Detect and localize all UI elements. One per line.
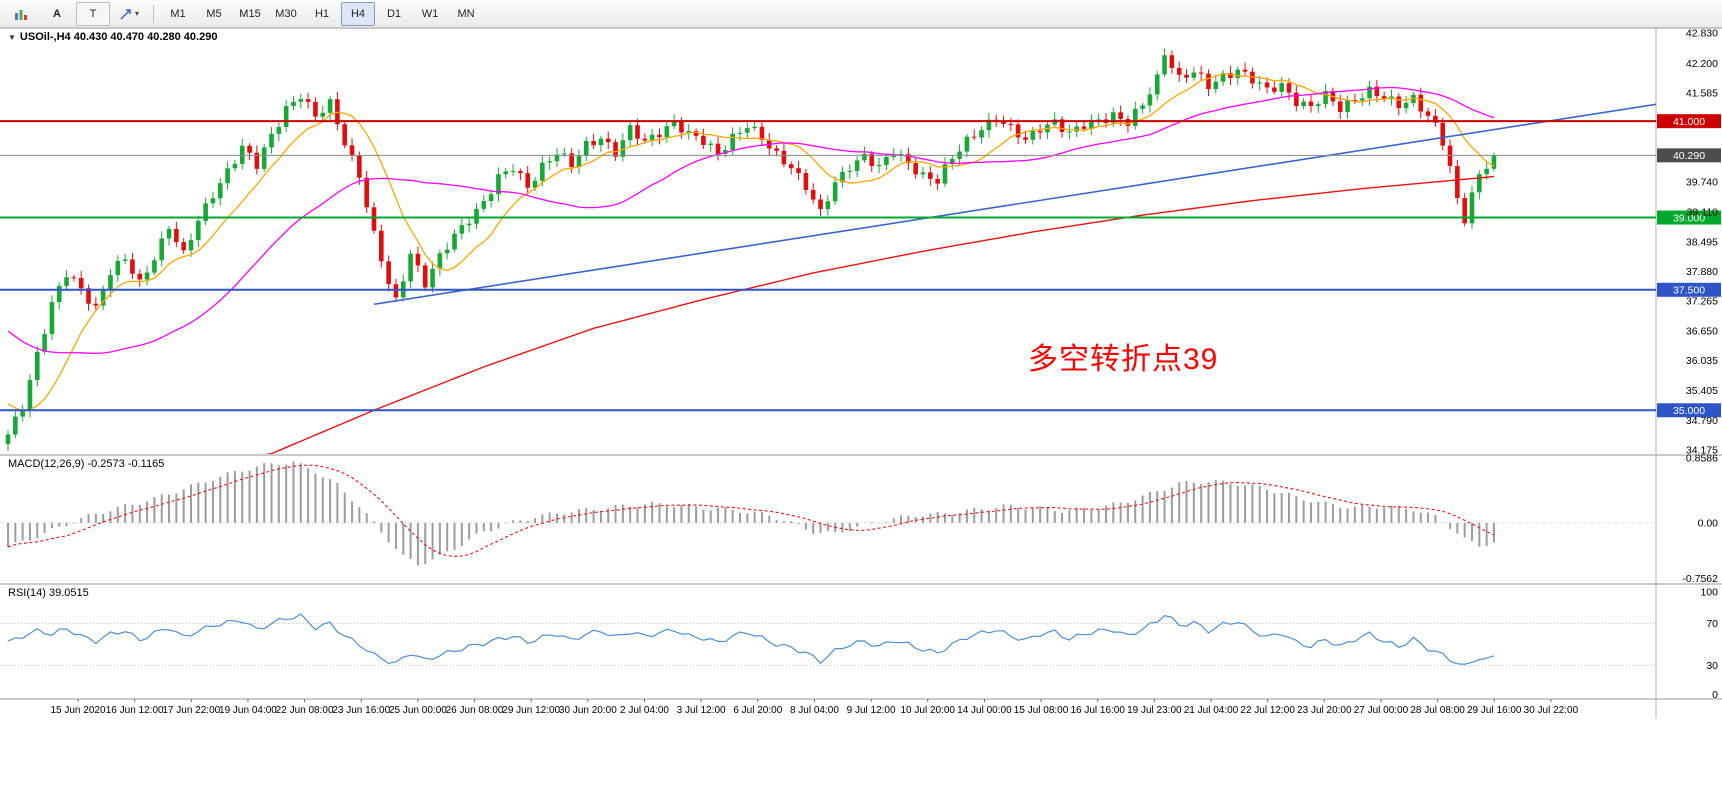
- drawing-tools-dropdown[interactable]: ▾: [112, 2, 146, 26]
- svg-text:22 Jul 12:00: 22 Jul 12:00: [1240, 705, 1295, 716]
- svg-text:14 Jul 00:00: 14 Jul 00:00: [957, 705, 1012, 716]
- timeframe-button-h4[interactable]: H4: [341, 1, 375, 26]
- svg-text:39.000: 39.000: [1673, 212, 1705, 224]
- svg-text:23 Jun 16:00: 23 Jun 16:00: [332, 705, 390, 716]
- svg-text:26 Jun 08:00: 26 Jun 08:00: [446, 705, 504, 716]
- price-tag: [1657, 114, 1721, 129]
- svg-text:35.000: 35.000: [1673, 405, 1705, 417]
- ma-mid-line: [7, 86, 1495, 355]
- svg-text:30: 30: [1706, 660, 1718, 672]
- svg-text:17 Jun 22:00: 17 Jun 22:00: [162, 705, 220, 716]
- svg-text:8 Jul 04:00: 8 Jul 04:00: [790, 705, 839, 716]
- svg-text:100: 100: [1700, 587, 1718, 599]
- symbol-title: ▼ USOil-,H4 40.430 40.470 40.280 40.290: [8, 31, 217, 43]
- svg-text:39.740: 39.740: [1686, 176, 1718, 188]
- svg-text:41.585: 41.585: [1686, 87, 1718, 99]
- rsi-line: [7, 613, 1495, 665]
- svg-text:0: 0: [1712, 689, 1718, 701]
- svg-text:0.8586: 0.8586: [1686, 453, 1718, 465]
- svg-text:42.200: 42.200: [1686, 58, 1718, 70]
- svg-text:6 Jul 20:00: 6 Jul 20:00: [733, 705, 782, 716]
- svg-text:28 Jul 08:00: 28 Jul 08:00: [1410, 705, 1465, 716]
- svg-text:36.035: 36.035: [1686, 355, 1718, 367]
- pointer-tool-button[interactable]: A: [53, 7, 61, 20]
- svg-text:22 Jun 08:00: 22 Jun 08:00: [276, 705, 334, 716]
- svg-text:16 Jun 12:00: 16 Jun 12:00: [106, 705, 164, 716]
- timeframe-button-h1[interactable]: H1: [314, 7, 330, 20]
- svg-text:40.290: 40.290: [1673, 150, 1705, 162]
- timeframe-button-m1[interactable]: M1: [170, 7, 186, 20]
- price-tag: [1657, 210, 1721, 225]
- svg-text:41.000: 41.000: [1673, 116, 1705, 128]
- svg-text:70: 70: [1706, 618, 1718, 630]
- timeframe-button-m15[interactable]: M15: [239, 7, 261, 20]
- svg-text:37.265: 37.265: [1686, 296, 1718, 308]
- price-tag: [1657, 403, 1721, 418]
- text-tool-button[interactable]: T: [76, 1, 110, 26]
- svg-text:42.830: 42.830: [1686, 28, 1718, 40]
- rsi-indicator-label: RSI(14) 39.0515: [8, 587, 89, 599]
- timeframe-button-d1[interactable]: D1: [386, 7, 402, 20]
- macd-panel: [0, 461, 1656, 566]
- toolbar: A T ▾ M1 M5 M15 M30 H1 H4 D1 W1 MN: [0, 0, 1722, 28]
- timeframe-button-mn[interactable]: MN: [457, 7, 475, 20]
- trendline-tool-icon: [120, 8, 131, 20]
- svg-text:36.650: 36.650: [1686, 325, 1718, 337]
- bar-chart-icon: [15, 9, 27, 20]
- timeframe-button-m30[interactable]: M30: [275, 7, 297, 20]
- trendline[interactable]: [373, 103, 1657, 306]
- svg-text:15 Jul 08:00: 15 Jul 08:00: [1014, 705, 1069, 716]
- new-chart-button[interactable]: [4, 2, 38, 26]
- macd-indicator-label: MACD(12,26,9) -0.2573 -0.1165: [8, 458, 165, 470]
- svg-text:23 Jul 20:00: 23 Jul 20:00: [1297, 705, 1352, 716]
- toolbar-separator: [153, 4, 154, 23]
- svg-text:-0.7562: -0.7562: [1682, 573, 1718, 585]
- svg-text:19 Jul 23:00: 19 Jul 23:00: [1127, 705, 1182, 716]
- svg-text:2 Jul 04:00: 2 Jul 04:00: [620, 705, 669, 716]
- svg-text:30 Jul 22:00: 30 Jul 22:00: [1524, 705, 1579, 716]
- svg-text:29 Jun 12:00: 29 Jun 12:00: [502, 705, 560, 716]
- timeframe-button-m5[interactable]: M5: [206, 7, 222, 20]
- svg-text:16 Jul 16:00: 16 Jul 16:00: [1070, 705, 1125, 716]
- svg-text:37.500: 37.500: [1673, 285, 1705, 297]
- rsi-panel: [0, 613, 1656, 666]
- ma-fast-line: [7, 73, 1495, 412]
- chevron-down-icon: ▾: [134, 9, 139, 18]
- macd-signal-line: [7, 464, 1495, 557]
- chart-annotation: 多空转折点39: [1028, 343, 1219, 376]
- svg-text:9 Jul 12:00: 9 Jul 12:00: [847, 705, 896, 716]
- svg-text:37.880: 37.880: [1686, 266, 1718, 278]
- ma-slow-line: [266, 175, 1495, 454]
- svg-text:30 Jun 20:00: 30 Jun 20:00: [559, 705, 617, 716]
- svg-text:39.110: 39.110: [1687, 207, 1718, 219]
- svg-text:34.175: 34.175: [1686, 445, 1718, 457]
- svg-text:10 Jul 20:00: 10 Jul 20:00: [901, 705, 956, 716]
- svg-text:34.790: 34.790: [1686, 415, 1718, 427]
- price-axis[interactable]: 42.830 42.200 41.585 39.740 39.110 38.495 37.8…: [1686, 28, 1718, 457]
- svg-text:0.00: 0.00: [1698, 517, 1719, 529]
- svg-text:21 Jul 04:00: 21 Jul 04:00: [1184, 705, 1239, 716]
- svg-text:38.495: 38.495: [1686, 236, 1718, 248]
- svg-text:29 Jul 16:00: 29 Jul 16:00: [1467, 705, 1522, 716]
- chart-caret-icon[interactable]: ▼: [8, 32, 16, 42]
- price-tag: [1657, 148, 1721, 163]
- candles-layer: [5, 48, 1497, 454]
- svg-text:19 Jun 04:00: 19 Jun 04:00: [219, 705, 277, 716]
- price-tag: [1657, 282, 1721, 297]
- svg-text:27 Jul 00:00: 27 Jul 00:00: [1354, 705, 1409, 716]
- timeframe-group: M1 M5 M15 M30 H1 H4 D1 W1 MN: [161, 1, 483, 26]
- svg-text:15 Jun 2020: 15 Jun 2020: [50, 705, 105, 716]
- symbol-title-text: USOil-,H4 40.430 40.470 40.280 40.290: [19, 31, 218, 43]
- svg-text:25 Jun 00:00: 25 Jun 00:00: [389, 705, 447, 716]
- timeframe-button-w1[interactable]: W1: [421, 7, 439, 20]
- svg-text:3 Jul 12:00: 3 Jul 12:00: [677, 705, 726, 716]
- svg-text:35.405: 35.405: [1686, 385, 1718, 397]
